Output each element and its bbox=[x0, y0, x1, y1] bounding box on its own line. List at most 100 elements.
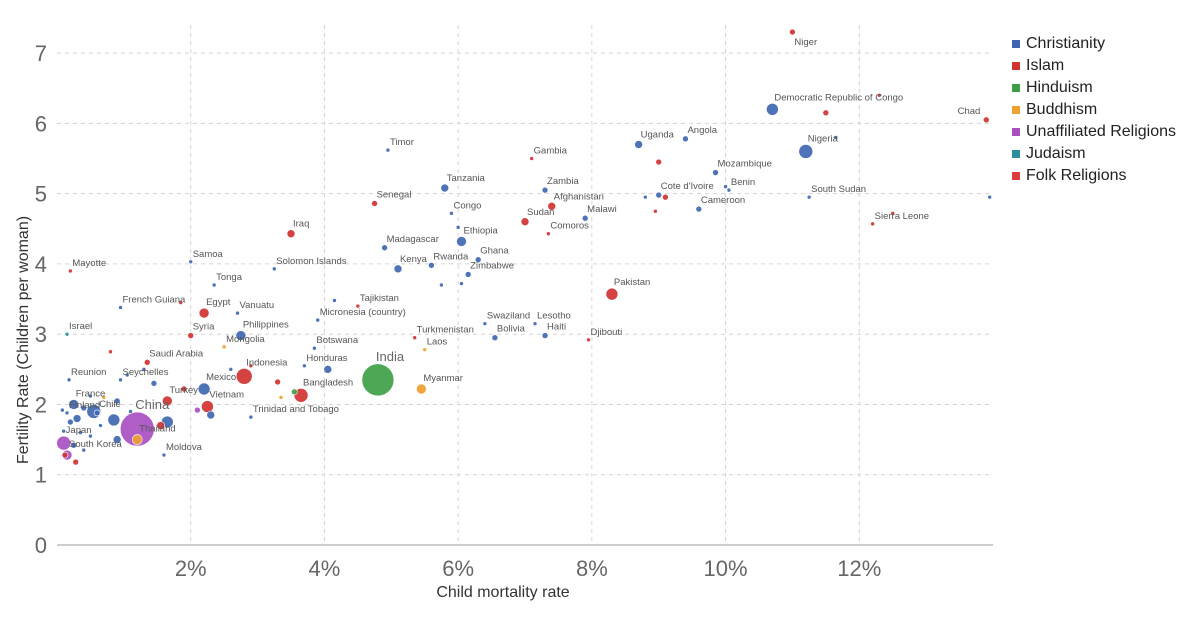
data-point[interactable] bbox=[64, 331, 70, 337]
legend-item[interactable]: Judaism bbox=[1012, 143, 1176, 165]
data-point[interactable] bbox=[112, 435, 122, 444]
data-point[interactable] bbox=[271, 266, 277, 272]
data-point[interactable] bbox=[131, 434, 143, 445]
legend-item[interactable]: Hinduism bbox=[1012, 77, 1176, 99]
legend-item[interactable]: Unaffiliated Religions bbox=[1012, 121, 1176, 143]
data-point[interactable] bbox=[890, 211, 896, 216]
data-point[interactable] bbox=[605, 287, 619, 301]
data-point[interactable] bbox=[459, 281, 464, 286]
data-point[interactable] bbox=[88, 393, 93, 399]
data-point[interactable] bbox=[983, 116, 990, 124]
data-point[interactable] bbox=[323, 365, 333, 374]
data-point[interactable] bbox=[206, 410, 216, 420]
data-point[interactable] bbox=[381, 244, 388, 252]
data-point[interactable] bbox=[228, 367, 234, 372]
data-point[interactable] bbox=[119, 411, 155, 447]
data-point[interactable] bbox=[541, 186, 549, 194]
legend-item[interactable]: Folk Religions bbox=[1012, 165, 1176, 187]
data-point[interactable] bbox=[162, 395, 173, 407]
data-point[interactable] bbox=[474, 256, 482, 264]
data-point[interactable] bbox=[529, 156, 534, 161]
data-point[interactable] bbox=[332, 298, 337, 303]
data-point[interactable] bbox=[712, 169, 719, 176]
data-point[interactable] bbox=[440, 183, 450, 193]
data-point[interactable] bbox=[211, 282, 217, 288]
data-point[interactable] bbox=[653, 208, 658, 214]
data-point[interactable] bbox=[833, 135, 839, 140]
data-point[interactable] bbox=[439, 282, 444, 288]
data-point[interactable] bbox=[128, 409, 133, 414]
data-point[interactable] bbox=[235, 310, 240, 316]
data-point[interactable] bbox=[806, 194, 812, 200]
data-point[interactable] bbox=[248, 414, 254, 420]
data-point[interactable] bbox=[64, 410, 70, 416]
data-point[interactable] bbox=[56, 435, 71, 451]
data-point[interactable] bbox=[274, 378, 281, 386]
data-point[interactable] bbox=[723, 184, 728, 189]
data-point[interactable] bbox=[422, 347, 428, 352]
data-point[interactable] bbox=[822, 109, 830, 117]
data-point[interactable] bbox=[113, 397, 121, 405]
data-point[interactable] bbox=[201, 400, 214, 413]
data-point[interactable] bbox=[101, 395, 107, 400]
data-point[interactable] bbox=[235, 368, 253, 385]
data-point[interactable] bbox=[464, 271, 472, 278]
data-point[interactable] bbox=[118, 305, 123, 310]
data-point[interactable] bbox=[655, 158, 663, 166]
data-point[interactable] bbox=[156, 421, 165, 430]
data-point[interactable] bbox=[118, 377, 123, 383]
data-point[interactable] bbox=[520, 217, 530, 227]
data-point[interactable] bbox=[877, 92, 882, 98]
data-point[interactable] bbox=[72, 458, 80, 466]
data-point[interactable] bbox=[682, 135, 689, 143]
legend-item[interactable]: Islam bbox=[1012, 55, 1176, 77]
data-point[interactable] bbox=[66, 377, 72, 383]
data-point[interactable] bbox=[726, 187, 732, 193]
data-point[interactable] bbox=[180, 385, 188, 393]
data-point[interactable] bbox=[68, 268, 73, 274]
data-point[interactable] bbox=[491, 334, 499, 342]
data-point[interactable] bbox=[291, 388, 298, 396]
data-point[interactable] bbox=[428, 262, 435, 269]
data-point[interactable] bbox=[221, 344, 227, 350]
legend-item[interactable]: Buddhism bbox=[1012, 99, 1176, 121]
data-point[interactable] bbox=[789, 28, 796, 36]
data-point[interactable] bbox=[187, 332, 195, 339]
data-point[interactable] bbox=[798, 144, 814, 159]
data-point[interactable] bbox=[634, 140, 643, 149]
data-point[interactable] bbox=[315, 317, 321, 323]
data-point[interactable] bbox=[60, 407, 65, 413]
data-point[interactable] bbox=[188, 259, 194, 265]
data-point[interactable] bbox=[80, 404, 88, 412]
data-point[interactable] bbox=[449, 211, 454, 216]
data-point[interactable] bbox=[286, 229, 296, 239]
data-point[interactable] bbox=[178, 300, 183, 305]
data-point[interactable] bbox=[98, 423, 103, 428]
data-point[interactable] bbox=[235, 330, 247, 341]
data-point[interactable] bbox=[67, 418, 74, 426]
data-point[interactable] bbox=[61, 428, 66, 434]
data-point[interactable] bbox=[141, 367, 147, 372]
data-point[interactable] bbox=[312, 345, 317, 351]
data-point[interactable] bbox=[68, 399, 80, 410]
data-point[interactable] bbox=[482, 321, 488, 326]
data-point[interactable] bbox=[586, 337, 591, 343]
data-point[interactable] bbox=[70, 441, 78, 449]
data-point[interactable] bbox=[371, 200, 378, 207]
data-point[interactable] bbox=[107, 413, 121, 427]
legend-item[interactable]: Christianity bbox=[1012, 33, 1176, 55]
data-point[interactable] bbox=[302, 363, 307, 369]
data-point[interactable] bbox=[547, 201, 557, 211]
data-point[interactable] bbox=[412, 335, 417, 341]
data-point[interactable] bbox=[546, 231, 551, 237]
data-point[interactable] bbox=[416, 383, 427, 395]
data-point[interactable] bbox=[532, 321, 538, 326]
data-point[interactable] bbox=[385, 147, 391, 153]
data-point[interactable] bbox=[278, 395, 284, 400]
data-point[interactable] bbox=[93, 409, 101, 417]
data-point[interactable] bbox=[198, 307, 210, 319]
data-point[interactable] bbox=[455, 225, 461, 230]
data-point[interactable] bbox=[124, 372, 130, 378]
data-point[interactable] bbox=[643, 194, 648, 200]
data-point[interactable] bbox=[355, 303, 361, 309]
